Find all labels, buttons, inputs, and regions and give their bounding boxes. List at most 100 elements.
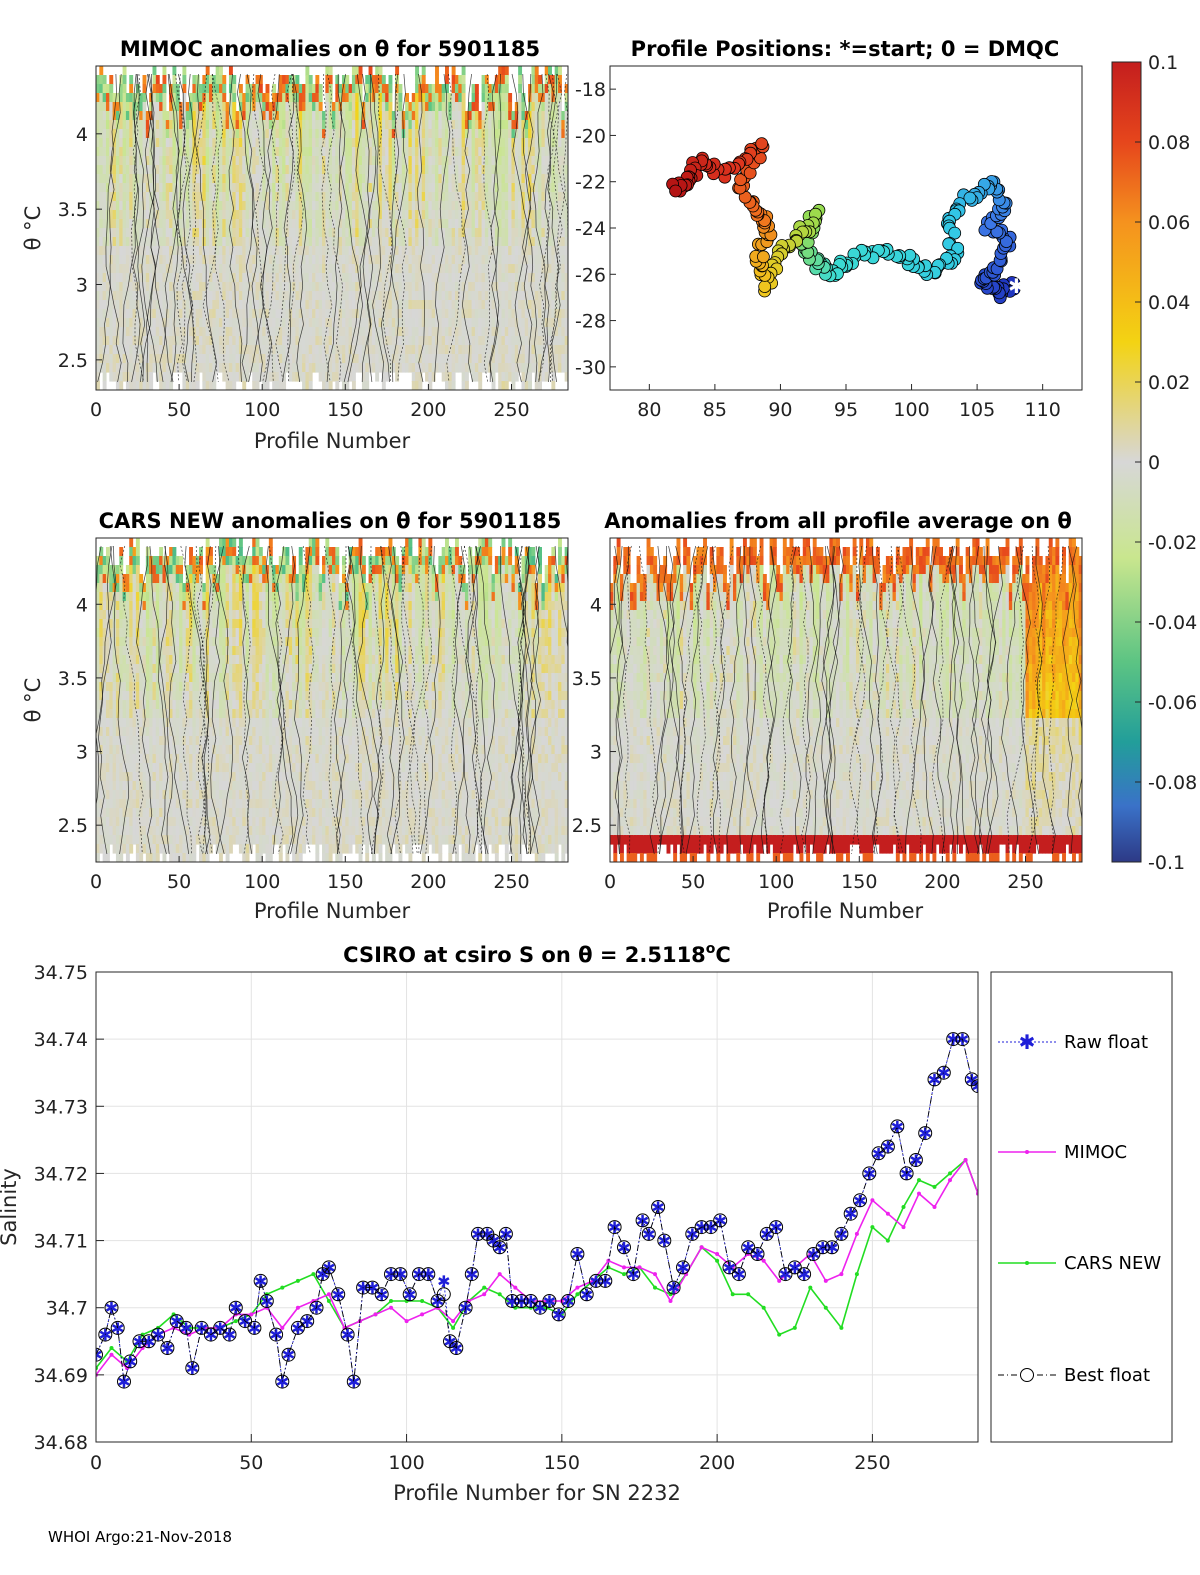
- heat-cell: [272, 192, 277, 202]
- heat-cell: [335, 84, 340, 94]
- heat-cell: [405, 129, 410, 139]
- heat-cell: [209, 192, 213, 202]
- heat-cell: [332, 102, 336, 112]
- heat-cell: [189, 156, 193, 166]
- heat-cell: [258, 237, 263, 247]
- heat-cell: [538, 210, 542, 220]
- heat-cell: [245, 300, 250, 310]
- heat-cell: [325, 246, 330, 256]
- heat-cell: [435, 120, 439, 130]
- heat-cell: [115, 192, 120, 202]
- heat-cell: [248, 84, 253, 94]
- heat-cell: [481, 219, 486, 229]
- heat-cell: [255, 237, 260, 247]
- heat-cell: [355, 138, 360, 148]
- heat-cell: [395, 66, 400, 76]
- heat-cell: [484, 183, 489, 193]
- heat-cell: [351, 174, 356, 184]
- heat-cell: [461, 183, 466, 193]
- heat-cell: [338, 372, 343, 382]
- heat-cell: [189, 201, 193, 211]
- heat-cell: [561, 264, 566, 274]
- heat-cell: [445, 93, 449, 103]
- heat-cell: [514, 255, 519, 265]
- heat-cell: [551, 381, 556, 390]
- heat-cell: [102, 228, 107, 238]
- heat-cell: [518, 93, 523, 103]
- contour-line: [532, 73, 551, 383]
- heat-cell: [498, 327, 503, 337]
- heat-cell: [454, 165, 459, 175]
- heat-cell: [421, 345, 426, 355]
- heat-cell: [318, 255, 323, 265]
- heat-cell: [491, 147, 496, 157]
- heat-cell: [102, 174, 107, 184]
- heat-cell: [152, 66, 157, 76]
- heat-cell: [461, 120, 466, 130]
- heat-cell: [551, 147, 556, 157]
- heat-cell: [551, 192, 556, 202]
- heat-cell: [202, 255, 207, 265]
- heat-cell: [388, 219, 393, 229]
- heat-cell: [278, 165, 283, 175]
- heat-cell: [428, 246, 433, 256]
- heat-cell: [371, 219, 376, 229]
- heat-cell: [341, 84, 346, 94]
- heat-cell: [361, 363, 366, 373]
- heat-cell: [524, 354, 529, 364]
- heat-cell: [142, 219, 147, 229]
- heat-cell: [371, 345, 376, 355]
- heat-cell: [461, 174, 466, 184]
- heat-cell: [318, 228, 323, 238]
- heat-cell: [454, 282, 459, 292]
- heat-cell: [285, 327, 290, 337]
- heat-cell: [478, 192, 483, 202]
- heat-cell: [112, 327, 117, 337]
- heat-cell: [265, 309, 270, 319]
- heat-cell: [371, 246, 376, 256]
- heat-cell: [192, 282, 197, 292]
- heat-cell: [415, 381, 420, 390]
- heat-cell: [345, 93, 350, 103]
- heat-cell: [149, 309, 154, 319]
- heat-cell: [202, 129, 207, 139]
- heat-cell: [275, 156, 280, 166]
- heat-cell: [238, 327, 243, 337]
- heat-cell: [122, 201, 127, 211]
- heat-cell: [381, 84, 386, 94]
- heat-cell: [179, 345, 184, 355]
- heat-cell: [345, 174, 350, 184]
- heat-cell: [554, 165, 559, 175]
- heat-cell: [215, 174, 220, 184]
- heat-cell: [298, 363, 303, 373]
- heat-cell: [361, 138, 366, 148]
- heat-cell: [348, 246, 353, 256]
- heat-cell: [162, 264, 167, 274]
- heat-cell: [119, 291, 124, 301]
- heat-cell: [102, 147, 107, 157]
- heat-cell: [235, 111, 240, 121]
- heat-cell: [155, 75, 160, 85]
- heat-cell: [308, 111, 313, 121]
- heat-cell: [332, 336, 336, 346]
- heat-cell: [388, 147, 393, 157]
- heat-cell: [541, 165, 546, 175]
- heat-cell: [285, 75, 290, 85]
- heat-cell: [478, 237, 483, 247]
- heat-cell: [368, 309, 373, 319]
- heat-cell: [162, 300, 167, 310]
- heat-cell: [454, 102, 459, 112]
- heat-cell: [491, 120, 496, 130]
- heat-cell: [302, 174, 306, 184]
- heat-cell: [488, 219, 493, 229]
- heat-cell: [245, 183, 250, 193]
- heat-cell: [471, 237, 476, 247]
- heat-cell: [169, 111, 174, 121]
- heat-cell: [235, 237, 240, 247]
- heat-cell: [332, 111, 336, 121]
- heat-cell: [295, 93, 300, 103]
- heat-cell: [155, 327, 160, 337]
- heat-cell: [262, 93, 267, 103]
- heat-cell: [218, 93, 223, 103]
- heat-cell: [401, 264, 406, 274]
